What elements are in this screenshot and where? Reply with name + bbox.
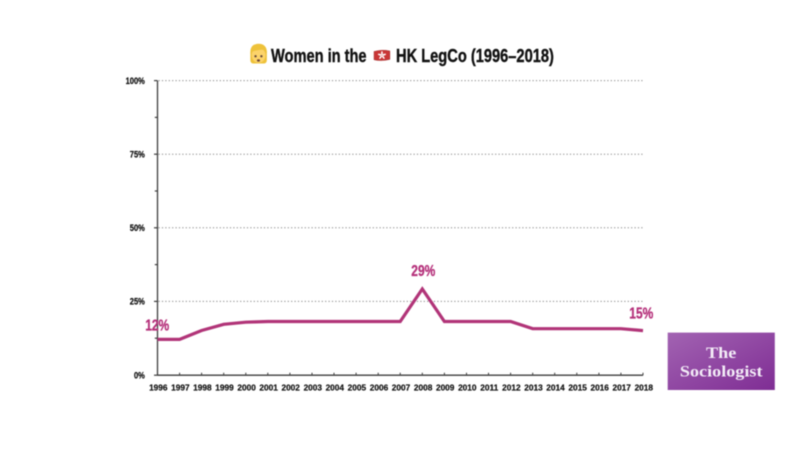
svg-text:2000: 2000 xyxy=(237,383,256,393)
svg-text:2006: 2006 xyxy=(370,383,389,393)
svg-text:25%: 25% xyxy=(130,296,145,307)
svg-text:1997: 1997 xyxy=(171,383,190,393)
svg-text:29%: 29% xyxy=(411,263,435,280)
svg-text:2005: 2005 xyxy=(348,383,367,393)
svg-text:2013: 2013 xyxy=(524,383,543,393)
svg-text:1996: 1996 xyxy=(149,383,168,393)
svg-text:HK LegCo (1996–2018): HK LegCo (1996–2018) xyxy=(396,46,554,67)
svg-text:2014: 2014 xyxy=(546,383,565,393)
svg-text:2004: 2004 xyxy=(326,383,345,393)
svg-text:2012: 2012 xyxy=(502,383,521,393)
svg-text:100%: 100% xyxy=(126,75,145,86)
svg-text:2010: 2010 xyxy=(458,383,477,393)
svg-text:50%: 50% xyxy=(130,222,145,233)
svg-text:2018: 2018 xyxy=(635,383,654,393)
svg-text:2008: 2008 xyxy=(414,383,433,393)
svg-text:2007: 2007 xyxy=(392,383,411,393)
svg-text:12%: 12% xyxy=(145,317,169,334)
svg-text:Women in the: Women in the xyxy=(271,46,367,67)
svg-text:2015: 2015 xyxy=(568,383,587,393)
svg-text:The: The xyxy=(706,344,737,362)
svg-text:2002: 2002 xyxy=(281,383,300,393)
svg-text:2009: 2009 xyxy=(436,383,455,393)
svg-text:Sociologist: Sociologist xyxy=(680,362,763,380)
svg-text:1998: 1998 xyxy=(193,383,212,393)
svg-text:0%: 0% xyxy=(134,370,145,381)
svg-text:2016: 2016 xyxy=(590,383,609,393)
svg-text:2017: 2017 xyxy=(612,383,631,393)
svg-text:2003: 2003 xyxy=(304,383,323,393)
svg-text:1999: 1999 xyxy=(215,383,234,393)
svg-text:2001: 2001 xyxy=(259,383,278,393)
svg-text:75%: 75% xyxy=(130,149,145,160)
svg-text:2011: 2011 xyxy=(480,383,498,393)
svg-text:15%: 15% xyxy=(629,305,653,322)
